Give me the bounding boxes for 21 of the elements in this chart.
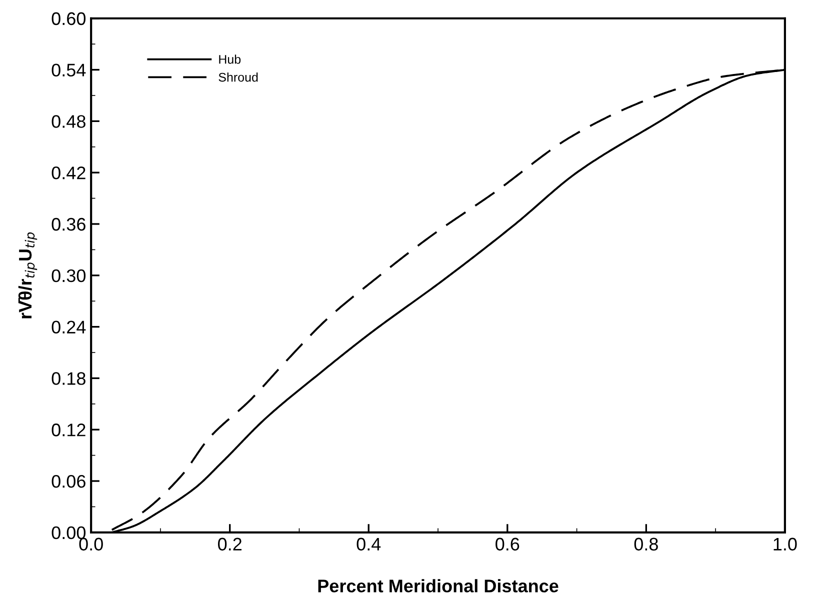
y-tick-label: 0.30	[52, 269, 86, 282]
x-axis-title: Percent Meridional Distance	[318, 579, 558, 592]
y-tick-label: 0.60	[52, 12, 86, 26]
y-tick-label: 0.48	[52, 115, 86, 128]
x-tick-label: 0.0	[79, 538, 103, 551]
y-tick-label: 0.12	[52, 424, 86, 436]
legend-label: Hub	[219, 54, 241, 64]
y-axis-title: rV̄θ/r$_{tip}$U$_{tip}$	[18, 232, 38, 318]
y-tick-label: 0.18	[52, 372, 86, 385]
legend-label: Shroud	[218, 72, 258, 82]
y-tick-label: 0.36	[52, 218, 86, 231]
y-tick-label: 0.00	[52, 526, 86, 540]
x-tick-label: 0.2	[218, 538, 242, 551]
x-tick-label: 1.0	[774, 538, 797, 551]
y-tick-label: 0.24	[52, 320, 86, 334]
x-tick-label: 0.6	[496, 538, 520, 551]
x-tick-label: 0.4	[356, 538, 381, 551]
y-tick-label: 0.54	[52, 64, 86, 76]
x-tick-label: 0.8	[634, 538, 658, 551]
y-tick-label: 0.42	[52, 166, 86, 180]
y-tick-label: 0.06	[52, 474, 86, 488]
